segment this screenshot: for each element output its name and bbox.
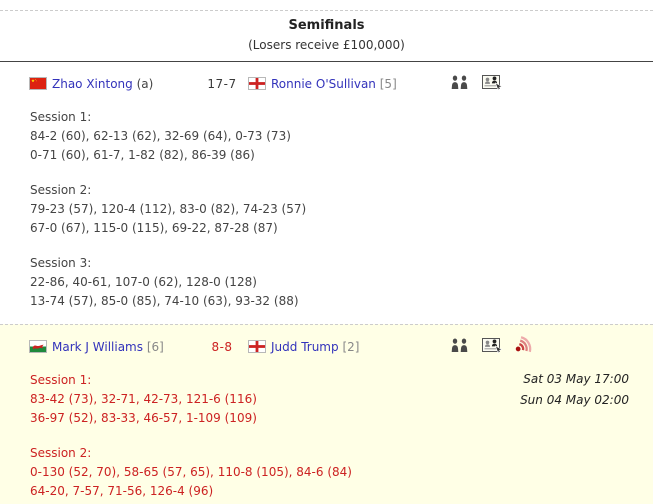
session-label: Session 2: [30, 183, 92, 197]
china-flag-icon [30, 77, 46, 89]
session-block: Session 2: 0-130 (52, 70), 58-65 (57, 65)… [30, 444, 645, 501]
round-prize-note: (Losers receive £100,000) [248, 38, 405, 52]
player2: Ronnie O'Sullivan [5] [249, 77, 645, 91]
wales-flag-icon [30, 340, 46, 352]
session-block: Session 1: 83-42 (73), 32-71, 42-73, 121-… [30, 371, 645, 428]
player1-suffix: [6] [146, 339, 164, 354]
match-section: Zhao Xintong (a) 17-7 Ronnie O'Sullivan … [0, 62, 653, 324]
match-details-icon[interactable] [482, 74, 503, 92]
session-label: Session 3: [30, 256, 92, 270]
player1: Zhao Xintong (a) [30, 77, 195, 91]
match-icons [450, 74, 503, 92]
match-icons [450, 336, 535, 355]
player2-suffix: [5] [379, 76, 397, 91]
frame-scores-line: 83-42 (73), 32-71, 42-73, 121-6 (116) [30, 392, 257, 406]
player2: Judd Trump [2] [249, 340, 645, 354]
top-divider [0, 10, 653, 11]
schedule-line: Sun 04 May 02:00 [520, 393, 629, 407]
schedule-line: Sat 03 May 17:00 [523, 372, 629, 386]
match-score-row: Zhao Xintong (a) 17-7 Ronnie O'Sullivan … [30, 75, 645, 92]
frame-scores-line: 64-20, 7-57, 71-56, 126-4 (96) [30, 484, 214, 498]
match-section: Mark J Williams [6] 8-8 Judd Trump [2] S… [0, 324, 653, 504]
round-header: Semifinals (Losers receive £100,000) [0, 11, 653, 61]
player2-link[interactable]: Judd Trump [271, 339, 339, 354]
frame-scores-line: 79-23 (57), 120-4 (112), 83-0 (82), 74-2… [30, 202, 307, 216]
frame-scores-line: 22-86, 40-61, 107-0 (62), 128-0 (128) [30, 275, 257, 289]
frame-scores-line: 0-130 (52, 70), 58-65 (57, 65), 110-8 (1… [30, 465, 352, 479]
session-label: Session 2: [30, 446, 92, 460]
frame-scores-line: 67-0 (67), 115-0 (115), 69-22, 87-28 (87… [30, 221, 278, 235]
player2-link[interactable]: Ronnie O'Sullivan [271, 76, 376, 91]
player1-suffix: (a) [136, 76, 154, 91]
player2-suffix: [2] [342, 339, 360, 354]
frame-scores-line: 0-71 (60), 61-7, 1-82 (82), 86-39 (86) [30, 148, 255, 162]
session-label: Session 1: [30, 110, 92, 124]
match-list: Zhao Xintong (a) 17-7 Ronnie O'Sullivan … [0, 61, 653, 504]
round-title: Semifinals [288, 18, 365, 33]
session-block: Session 3: 22-86, 40-61, 107-0 (62), 128-… [30, 254, 645, 311]
live-stream-icon[interactable] [515, 336, 535, 354]
session-schedule: Sat 03 May 17:00 Sun 04 May 02:00 [520, 369, 629, 411]
head-to-head-icon[interactable] [450, 338, 469, 353]
player1-link[interactable]: Zhao Xintong [52, 76, 133, 91]
match-details-icon[interactable] [482, 337, 503, 355]
frame-scores-line: 36-97 (52), 83-33, 46-57, 1-109 (109) [30, 411, 257, 425]
session-results: Session 1: 84-2 (60), 62-13 (62), 32-69 (… [30, 108, 645, 311]
session-label: Session 1: [30, 373, 92, 387]
session-block: Session 2: 79-23 (57), 120-4 (112), 83-0 … [30, 181, 645, 238]
match-score-row: Mark J Williams [6] 8-8 Judd Trump [2] [30, 336, 645, 355]
match-score: 8-8 [211, 339, 233, 354]
session-results: Session 1: 83-42 (73), 32-71, 42-73, 121-… [30, 371, 645, 501]
frame-scores-line: 84-2 (60), 62-13 (62), 32-69 (64), 0-73 … [30, 129, 291, 143]
player1-link[interactable]: Mark J Williams [52, 339, 143, 354]
match-score: 17-7 [207, 76, 237, 91]
head-to-head-icon[interactable] [450, 75, 469, 90]
player1: Mark J Williams [6] [30, 340, 195, 354]
session-block: Session 1: 84-2 (60), 62-13 (62), 32-69 (… [30, 108, 645, 165]
england-flag-icon [249, 77, 265, 89]
england-flag-icon [249, 340, 265, 352]
frame-scores-line: 13-74 (57), 85-0 (85), 74-10 (63), 93-32… [30, 294, 299, 308]
